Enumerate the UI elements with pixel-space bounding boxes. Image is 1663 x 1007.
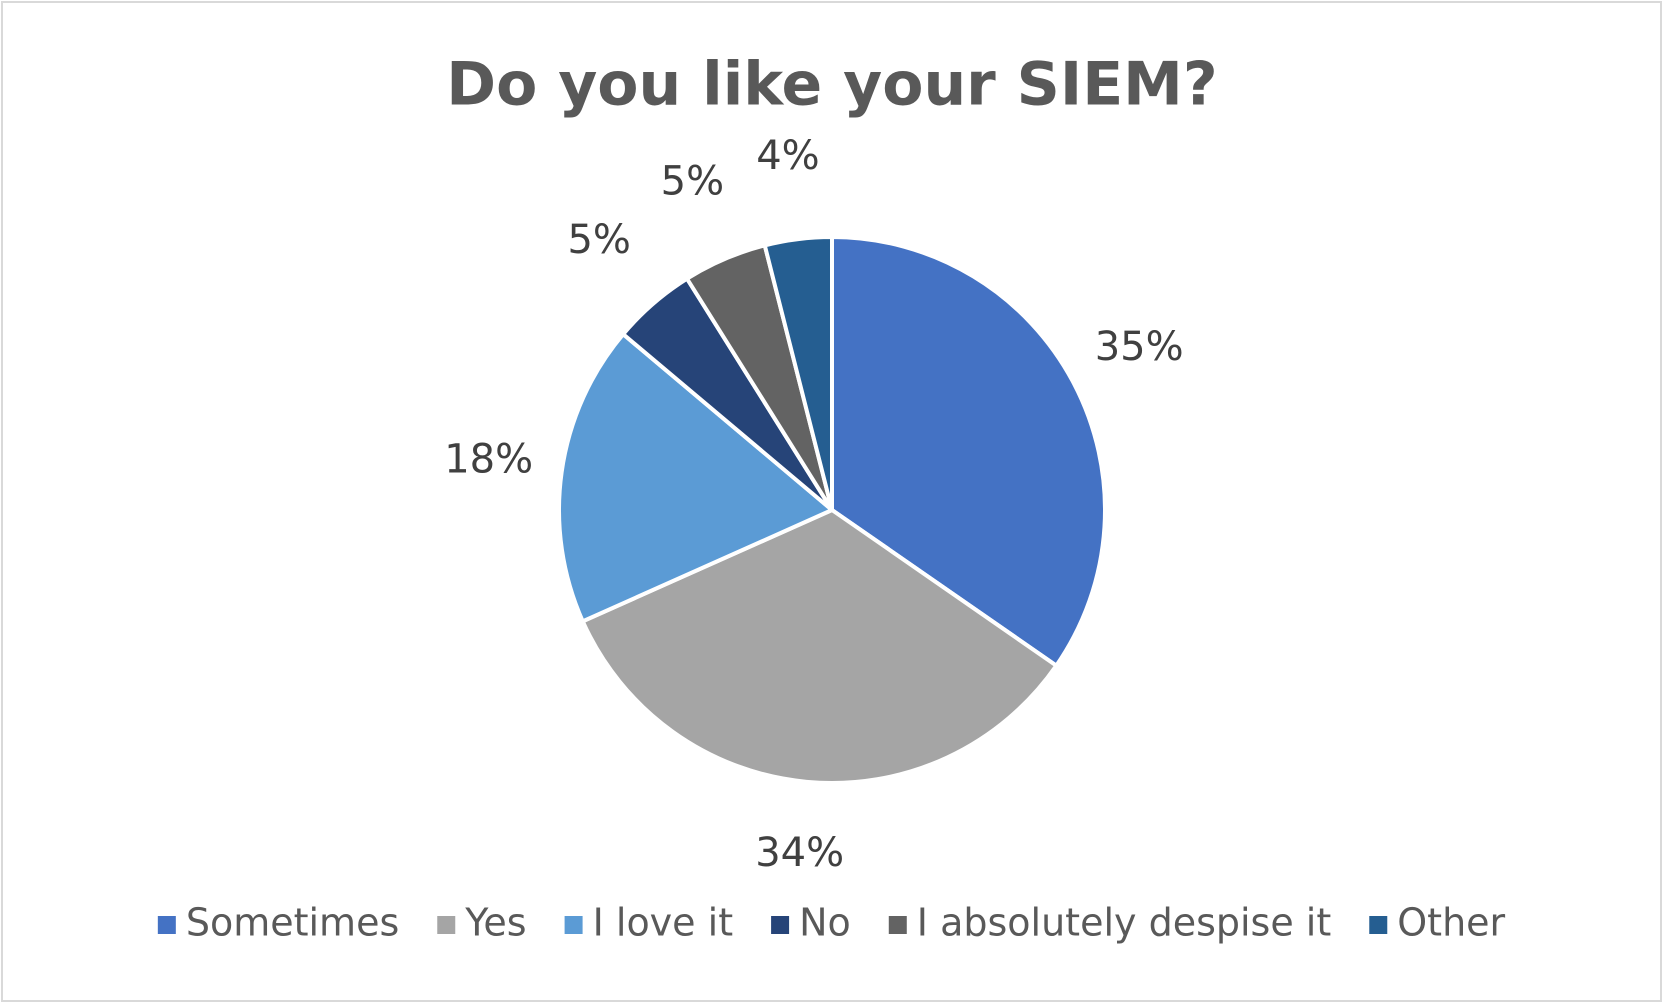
legend-swatch: [564, 916, 583, 934]
legend-swatch: [157, 916, 176, 934]
data-label: 5%: [661, 159, 724, 205]
legend-swatch: [771, 916, 790, 934]
legend-label: Yes: [464, 901, 526, 945]
legend-label: I absolutely despise it: [917, 901, 1331, 945]
pie-slice: [580, 507, 1060, 785]
pie-slice: [830, 234, 1107, 669]
legend-label: Sometimes: [186, 901, 399, 945]
chart-title: Do you like your SIEM?: [446, 50, 1217, 120]
legend-swatch: [888, 916, 907, 934]
legend-label: I love it: [593, 901, 734, 945]
pie-slice: [557, 331, 836, 624]
legend-swatch: [437, 916, 456, 934]
legend-label: Other: [1397, 901, 1505, 945]
legend-swatch: [1369, 916, 1388, 934]
data-label: 35%: [1095, 324, 1184, 370]
legend-label: No: [799, 901, 851, 945]
data-label: 34%: [755, 830, 844, 876]
legend: Sometimes Yes I love it No I absolutely desp…: [157, 901, 1506, 945]
pie-slice: [762, 234, 834, 511]
data-label: 4%: [756, 133, 819, 179]
data-label: 5%: [567, 217, 630, 263]
data-label: 18%: [444, 437, 533, 483]
